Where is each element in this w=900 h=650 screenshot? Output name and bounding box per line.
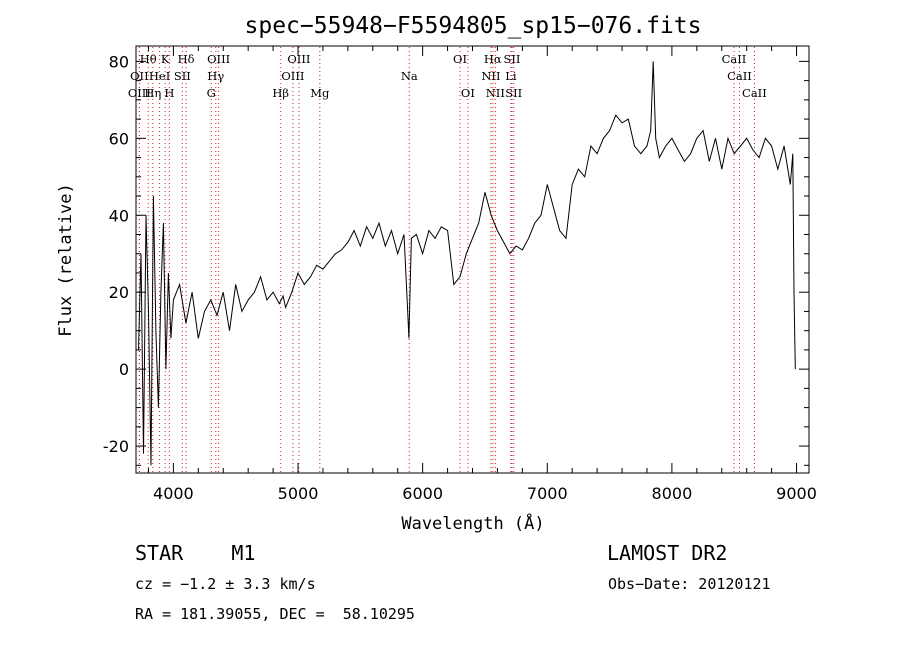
spectral-line-label: Hθ (140, 52, 157, 66)
spectral-line-label: OIII (287, 52, 310, 66)
spectral-line-label: NII (481, 69, 500, 83)
spectral-line-label: CaII (722, 52, 747, 66)
ra-dec-coordinates: RA = 181.39055, DEC = 58.10295 (135, 605, 415, 623)
x-axis-label: Wavelength (Å) (401, 512, 544, 534)
y-tick-label: 40 (109, 206, 129, 225)
x-tick-label: 8000 (652, 484, 693, 503)
spectral-line-markers (138, 47, 755, 472)
spectral-line-label: OII (130, 69, 149, 83)
y-tick-label: 80 (109, 52, 129, 71)
spectral-line-label: Li (505, 69, 517, 83)
x-tick-label: 4000 (153, 484, 194, 503)
spectral-line-label: OIII (128, 86, 151, 100)
spectral-line-label: OI (453, 52, 467, 66)
spectral-line-label: Hη (144, 86, 161, 100)
spectral-line-label: K (161, 52, 170, 66)
plot-frame (135, 45, 810, 474)
axis-ticks: 4000 5000 6000 7000 8000 9000 -20 0 20 40 60 80 (103, 46, 817, 503)
spectral-line-label: Hγ (207, 69, 224, 83)
y-tick-label: 60 (109, 129, 129, 148)
spectral-line-label: Hβ (272, 86, 289, 100)
x-tick-label: 6000 (402, 484, 443, 503)
observation-date: Obs−Date: 20120121 (608, 575, 771, 593)
spectral-line-label: HeI (149, 69, 170, 83)
spectral-line-label: Mg (310, 86, 330, 100)
survey-name: LAMOST DR2 (607, 541, 728, 565)
x-tick-label: 5000 (278, 484, 319, 503)
x-tick-label: 9000 (776, 484, 817, 503)
spectral-line-label: G (207, 86, 216, 100)
spectral-line-label: Hδ (178, 52, 195, 66)
spectrum-line (138, 61, 796, 466)
spectral-line-label: SII (504, 52, 521, 66)
y-axis-label: Flux (relative) (56, 183, 76, 337)
spectral-line-label: CaII (742, 86, 767, 100)
spectral-line-label: NII (486, 86, 505, 100)
spectral-line-label: OIII (281, 69, 304, 83)
spectral-line-label: H (164, 86, 174, 100)
spectral-line-label: Na (401, 69, 418, 83)
spectral-line-label: Hα (484, 52, 502, 66)
spectral-line-label: OIII (207, 52, 230, 66)
y-tick-label: 0 (119, 360, 129, 379)
spectral-line-label: OI (461, 86, 475, 100)
chart-title: spec−55948−F5594805_sp15−076.fits (245, 13, 702, 39)
spectral-line-label: SII (505, 86, 522, 100)
spectral-line-label: SII (174, 69, 191, 83)
y-tick-label: 20 (109, 283, 129, 302)
y-tick-label: -20 (103, 437, 129, 456)
redshift-cz: cz = −1.2 ± 3.3 km/s (135, 575, 316, 593)
spectral-line-label: CaII (727, 69, 752, 83)
object-class: STAR M1 (135, 541, 256, 565)
x-tick-label: 7000 (527, 484, 568, 503)
spectrum-series (138, 61, 796, 466)
